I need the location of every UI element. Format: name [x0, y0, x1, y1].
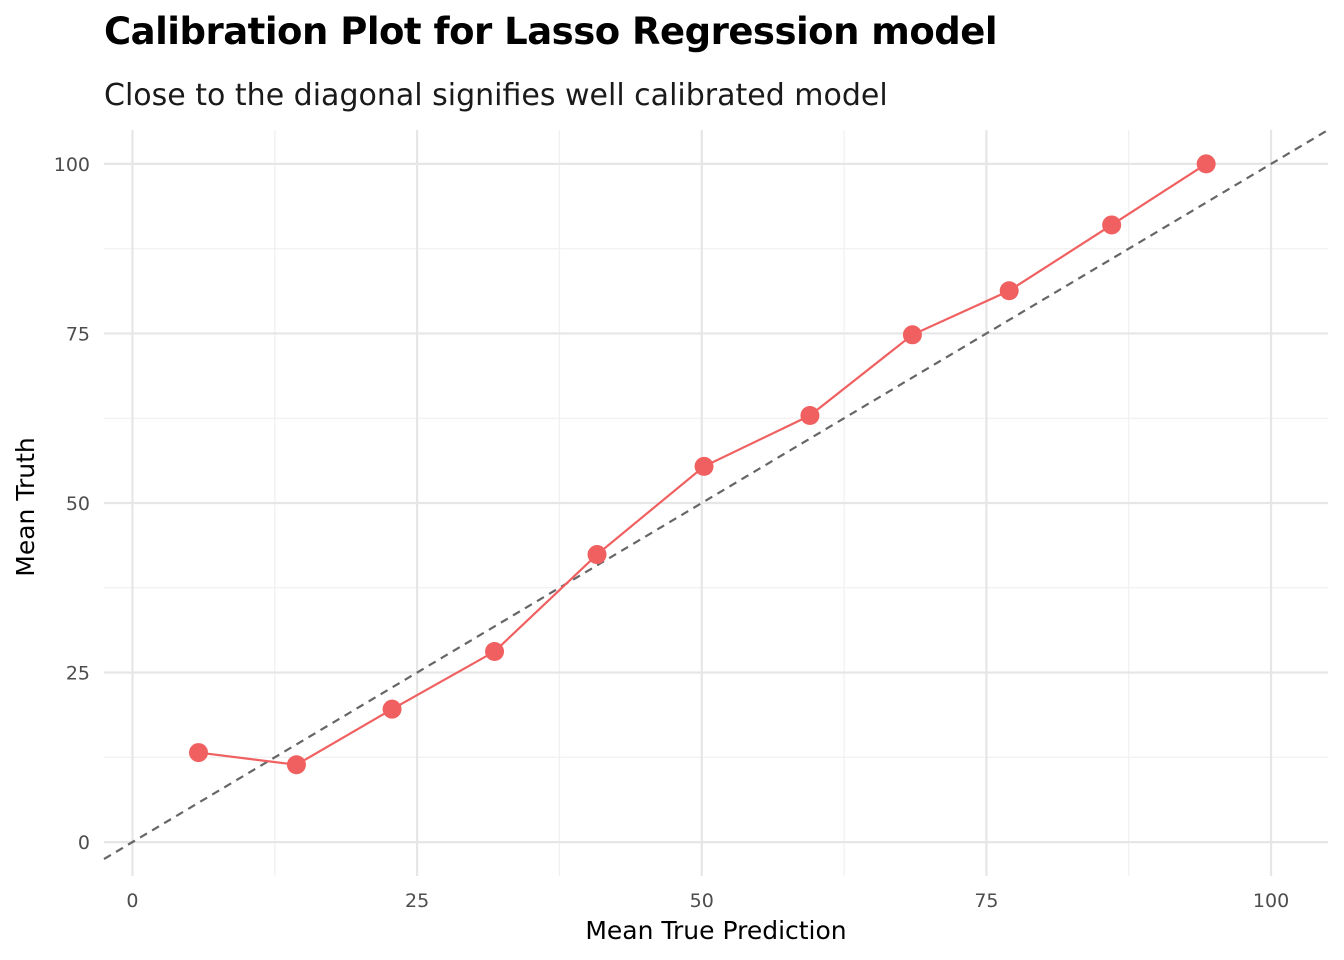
- data-point: [902, 325, 922, 345]
- chart-title: Calibration Plot for Lasso Regression mo…: [104, 10, 998, 53]
- data-point: [587, 545, 607, 565]
- y-tick-labels: 0 25 50 75 100: [54, 154, 90, 854]
- data-point: [800, 406, 820, 426]
- series-layer: [189, 154, 1216, 775]
- grid-major: [104, 130, 1328, 876]
- data-point: [189, 743, 209, 763]
- y-tick-label: 50: [66, 493, 90, 515]
- reference-diagonal-line: [103, 129, 1329, 860]
- data-point: [382, 699, 402, 719]
- data-point: [485, 642, 505, 662]
- reference-layer: [103, 129, 1329, 860]
- data-point: [1196, 154, 1216, 174]
- x-tick-label: 0: [126, 890, 138, 912]
- data-point: [694, 456, 714, 476]
- y-axis-title: Mean Truth: [11, 437, 40, 576]
- x-tick-label: 75: [974, 890, 998, 912]
- chart-subtitle: Close to the diagonal signifies well cal…: [104, 78, 888, 113]
- x-axis-title: Mean True Prediction: [585, 916, 846, 945]
- x-tick-label: 25: [405, 890, 429, 912]
- y-tick-label: 0: [78, 832, 90, 854]
- y-tick-label: 100: [54, 154, 90, 176]
- x-tick-label: 100: [1253, 890, 1289, 912]
- y-tick-label: 75: [66, 323, 90, 345]
- data-point: [286, 755, 306, 775]
- data-point: [1102, 215, 1122, 235]
- x-tick-labels: 0 25 50 75 100: [126, 890, 1289, 912]
- y-tick-label: 25: [66, 663, 90, 685]
- x-tick-label: 50: [690, 890, 714, 912]
- data-point: [999, 281, 1019, 301]
